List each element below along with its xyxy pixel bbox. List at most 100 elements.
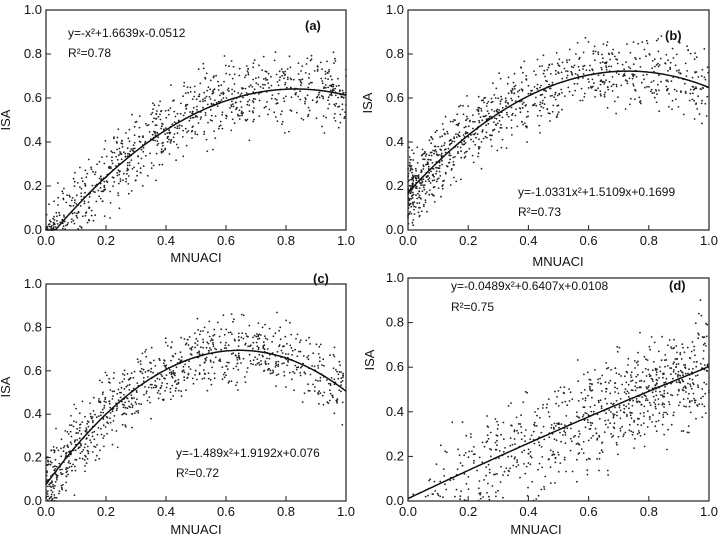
scatter-point <box>698 333 700 336</box>
scatter-point <box>463 143 466 146</box>
scatter-point <box>408 179 410 182</box>
scatter-point <box>204 76 207 79</box>
scatter-point <box>240 362 242 364</box>
scatter-point <box>161 123 164 125</box>
scatter-point <box>664 385 666 388</box>
scatter-point <box>559 386 562 389</box>
scatter-point <box>84 430 87 432</box>
scatter-point <box>332 396 334 399</box>
scatter-point <box>640 81 643 84</box>
scatter-point <box>704 412 707 414</box>
scatter-point <box>198 353 201 356</box>
scatter-point <box>691 98 694 101</box>
scatter-point <box>701 86 704 89</box>
scatter-point <box>453 136 455 139</box>
scatter-point <box>275 361 278 363</box>
scatter-point <box>264 323 266 326</box>
scatter-point <box>183 81 186 84</box>
scatter-point <box>211 366 214 369</box>
panel-d-y-tick-label: 0.6 <box>386 359 404 374</box>
scatter-point <box>66 194 68 197</box>
scatter-point <box>525 79 528 81</box>
scatter-point <box>652 361 655 363</box>
scatter-point <box>409 185 412 188</box>
scatter-point <box>705 383 708 385</box>
scatter-point <box>504 447 506 449</box>
scatter-point <box>122 179 124 182</box>
scatter-point <box>464 131 467 134</box>
scatter-point <box>46 479 48 482</box>
scatter-point <box>478 456 481 459</box>
scatter-point <box>146 399 149 402</box>
scatter-point <box>693 118 696 120</box>
scatter-point <box>639 101 641 103</box>
scatter-point <box>547 398 550 400</box>
scatter-point <box>329 89 332 92</box>
scatter-point <box>522 123 524 126</box>
scatter-point <box>471 154 474 157</box>
scatter-point <box>73 211 76 214</box>
scatter-point <box>208 335 211 338</box>
scatter-point <box>507 474 509 477</box>
scatter-point <box>157 115 160 118</box>
scatter-point <box>159 359 161 362</box>
scatter-point <box>157 142 160 145</box>
scatter-point <box>139 360 142 362</box>
scatter-point <box>204 357 207 360</box>
scatter-point <box>71 469 73 472</box>
scatter-point <box>470 433 472 435</box>
scatter-point <box>338 360 341 363</box>
scatter-point <box>558 58 561 61</box>
scatter-point <box>429 151 432 154</box>
scatter-point <box>261 69 263 72</box>
scatter-point <box>413 208 415 211</box>
scatter-point <box>252 62 255 64</box>
scatter-point <box>560 440 562 443</box>
scatter-point <box>106 416 109 419</box>
scatter-point <box>252 363 255 366</box>
scatter-point <box>517 95 520 98</box>
scatter-point <box>433 480 436 483</box>
scatter-point <box>109 389 112 391</box>
panel-a-y-tick-label: 0.2 <box>24 178 42 193</box>
scatter-point <box>661 402 664 404</box>
scatter-point <box>427 165 430 168</box>
scatter-point <box>312 352 315 355</box>
scatter-point <box>608 53 611 56</box>
scatter-point <box>221 378 224 381</box>
scatter-point <box>240 313 243 316</box>
scatter-point <box>119 151 121 153</box>
scatter-point <box>196 317 199 320</box>
scatter-point <box>109 167 111 170</box>
scatter-point <box>538 416 541 419</box>
scatter-point <box>198 373 201 376</box>
scatter-point <box>616 387 619 390</box>
scatter-point <box>156 131 159 134</box>
scatter-point <box>692 383 695 386</box>
scatter-point <box>526 110 529 113</box>
scatter-point <box>288 371 291 374</box>
scatter-point <box>653 341 656 344</box>
scatter-point <box>472 127 474 130</box>
scatter-point <box>163 377 165 379</box>
scatter-point <box>133 370 136 373</box>
scatter-point <box>542 54 545 57</box>
scatter-point <box>197 329 200 331</box>
scatter-point <box>318 390 320 393</box>
scatter-point <box>219 360 222 363</box>
scatter-point <box>651 60 654 62</box>
scatter-point <box>615 399 618 402</box>
scatter-point <box>174 115 177 118</box>
scatter-point <box>688 392 690 395</box>
scatter-point <box>412 179 415 182</box>
scatter-point <box>213 333 216 336</box>
scatter-point <box>668 403 671 406</box>
scatter-point <box>543 89 545 92</box>
scatter-point <box>238 118 241 120</box>
scatter-point <box>257 346 260 349</box>
scatter-point <box>140 157 143 160</box>
scatter-point <box>113 137 115 140</box>
scatter-point <box>212 361 215 364</box>
scatter-point <box>314 386 316 388</box>
